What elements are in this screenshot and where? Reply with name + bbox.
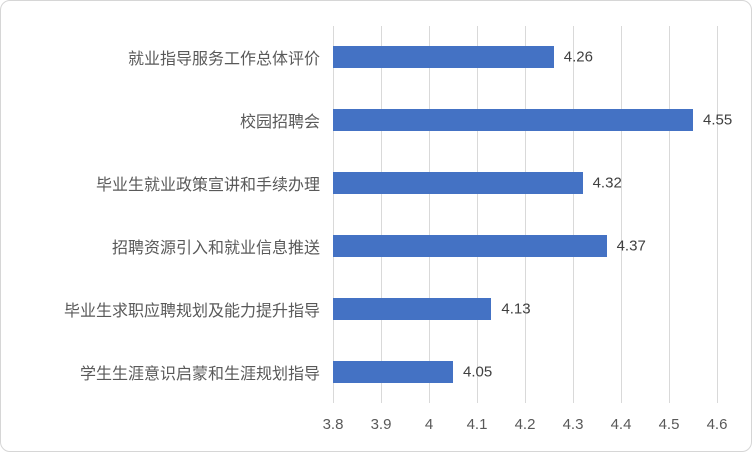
x-tick-label: 4 [424, 416, 434, 433]
x-tick-label: 4.6 [706, 416, 728, 433]
gridline [621, 26, 622, 403]
value-label: 4.37 [616, 237, 646, 255]
x-tick-label: 4.1 [466, 416, 488, 433]
bar [333, 109, 693, 132]
value-label: 4.32 [592, 174, 622, 192]
x-tick-label: 4.2 [514, 416, 536, 433]
category-label: 就业指导服务工作总体评价 [127, 51, 320, 69]
bar [333, 46, 554, 69]
gridline [717, 26, 718, 403]
category-label: 毕业生就业政策宣讲和手续办理 [95, 177, 320, 195]
value-label: 4.26 [563, 48, 593, 66]
bar [333, 234, 607, 257]
value-label: 4.05 [463, 363, 493, 381]
gridline [429, 26, 430, 403]
category-label: 招聘资源引入和就业信息推送 [111, 239, 320, 257]
value-label: 4.55 [703, 111, 733, 129]
gridline [525, 26, 526, 403]
x-tick-label: 3.9 [370, 416, 392, 433]
x-tick-label: 4.4 [610, 416, 632, 433]
bar [333, 360, 453, 383]
category-label: 学生生涯意识启蒙和生涯规划指导 [79, 365, 320, 383]
value-label: 4.13 [501, 300, 531, 318]
gridline [381, 26, 382, 403]
gridline [477, 26, 478, 403]
category-label: 校园招聘会 [239, 114, 320, 132]
x-tick-label: 3.8 [322, 416, 344, 433]
category-label: 毕业生求职应聘规划及能力提升指导 [63, 302, 320, 320]
gridline [333, 26, 334, 403]
gridline [669, 26, 670, 403]
x-tick-label: 4.3 [562, 416, 584, 433]
bar [333, 172, 583, 195]
gridline [573, 26, 574, 403]
bar [333, 297, 492, 320]
x-tick-label: 4.5 [658, 416, 680, 433]
